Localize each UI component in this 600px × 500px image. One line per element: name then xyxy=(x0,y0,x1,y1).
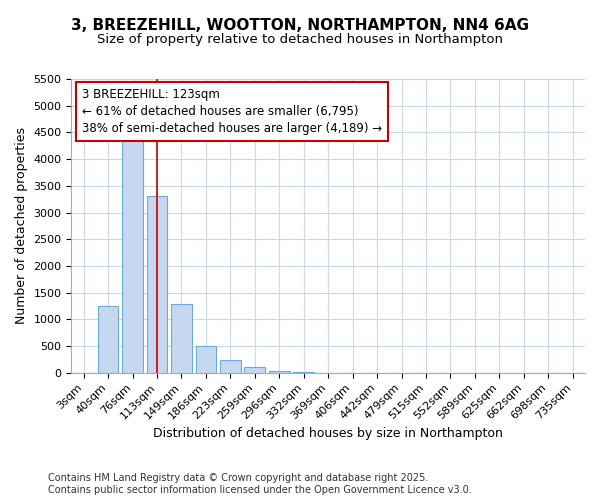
Bar xyxy=(146,196,167,372)
Bar xyxy=(171,304,192,372)
Bar xyxy=(122,140,143,372)
Bar xyxy=(244,368,265,372)
Bar xyxy=(196,346,217,372)
Y-axis label: Number of detached properties: Number of detached properties xyxy=(15,128,28,324)
Bar xyxy=(269,370,290,372)
Text: 3 BREEZEHILL: 123sqm
← 61% of detached houses are smaller (6,795)
38% of semi-de: 3 BREEZEHILL: 123sqm ← 61% of detached h… xyxy=(82,88,382,135)
Bar xyxy=(98,306,118,372)
Text: Contains HM Land Registry data © Crown copyright and database right 2025.
Contai: Contains HM Land Registry data © Crown c… xyxy=(48,474,472,495)
Text: Size of property relative to detached houses in Northampton: Size of property relative to detached ho… xyxy=(97,32,503,46)
Text: 3, BREEZEHILL, WOOTTON, NORTHAMPTON, NN4 6AG: 3, BREEZEHILL, WOOTTON, NORTHAMPTON, NN4… xyxy=(71,18,529,32)
X-axis label: Distribution of detached houses by size in Northampton: Distribution of detached houses by size … xyxy=(153,427,503,440)
Bar xyxy=(220,360,241,372)
